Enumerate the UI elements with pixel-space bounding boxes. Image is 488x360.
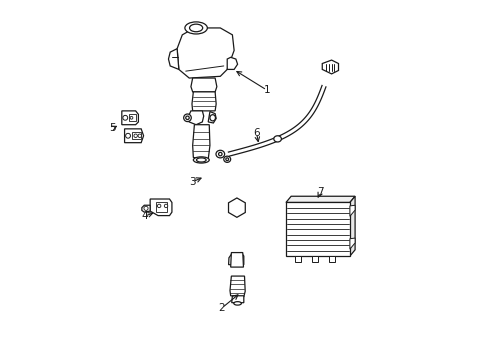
Text: 4: 4 xyxy=(141,211,147,221)
Text: 3: 3 xyxy=(189,177,196,187)
Ellipse shape xyxy=(143,206,148,210)
Ellipse shape xyxy=(193,157,209,163)
Polygon shape xyxy=(192,125,209,159)
Polygon shape xyxy=(231,296,244,303)
Polygon shape xyxy=(192,92,216,111)
Polygon shape xyxy=(322,60,338,74)
Bar xyxy=(128,114,136,121)
Polygon shape xyxy=(228,198,245,217)
Bar xyxy=(132,132,141,139)
Polygon shape xyxy=(328,256,335,262)
Text: 7: 7 xyxy=(317,187,323,197)
Polygon shape xyxy=(177,28,234,78)
Bar xyxy=(156,202,166,212)
Polygon shape xyxy=(227,57,237,69)
Polygon shape xyxy=(285,196,354,202)
Ellipse shape xyxy=(189,24,202,32)
Ellipse shape xyxy=(196,158,206,162)
Polygon shape xyxy=(294,256,300,262)
Ellipse shape xyxy=(134,134,137,138)
Ellipse shape xyxy=(183,114,191,122)
Polygon shape xyxy=(122,111,138,125)
Ellipse shape xyxy=(130,116,133,119)
Polygon shape xyxy=(142,205,150,212)
Ellipse shape xyxy=(233,302,241,305)
Ellipse shape xyxy=(273,136,281,142)
Ellipse shape xyxy=(164,204,167,208)
Ellipse shape xyxy=(122,115,127,120)
Ellipse shape xyxy=(218,152,222,156)
Polygon shape xyxy=(230,253,243,267)
Text: 2: 2 xyxy=(218,303,225,313)
Ellipse shape xyxy=(185,116,189,120)
Polygon shape xyxy=(190,78,216,92)
Polygon shape xyxy=(349,238,354,249)
Polygon shape xyxy=(168,49,179,69)
Ellipse shape xyxy=(209,115,215,121)
Ellipse shape xyxy=(184,22,207,34)
Polygon shape xyxy=(208,112,216,123)
Polygon shape xyxy=(124,129,143,143)
Ellipse shape xyxy=(157,204,161,208)
Text: 5: 5 xyxy=(109,123,116,133)
Ellipse shape xyxy=(216,150,224,158)
Polygon shape xyxy=(188,111,203,125)
Text: 1: 1 xyxy=(263,85,270,95)
Text: 6: 6 xyxy=(253,129,260,138)
Polygon shape xyxy=(228,253,244,265)
Ellipse shape xyxy=(224,156,230,162)
Ellipse shape xyxy=(138,134,141,138)
Bar xyxy=(285,202,349,256)
Ellipse shape xyxy=(225,158,228,161)
Polygon shape xyxy=(349,205,354,216)
Ellipse shape xyxy=(125,133,130,138)
Polygon shape xyxy=(349,196,354,256)
Polygon shape xyxy=(311,256,318,262)
Polygon shape xyxy=(150,199,172,216)
Polygon shape xyxy=(229,276,244,297)
